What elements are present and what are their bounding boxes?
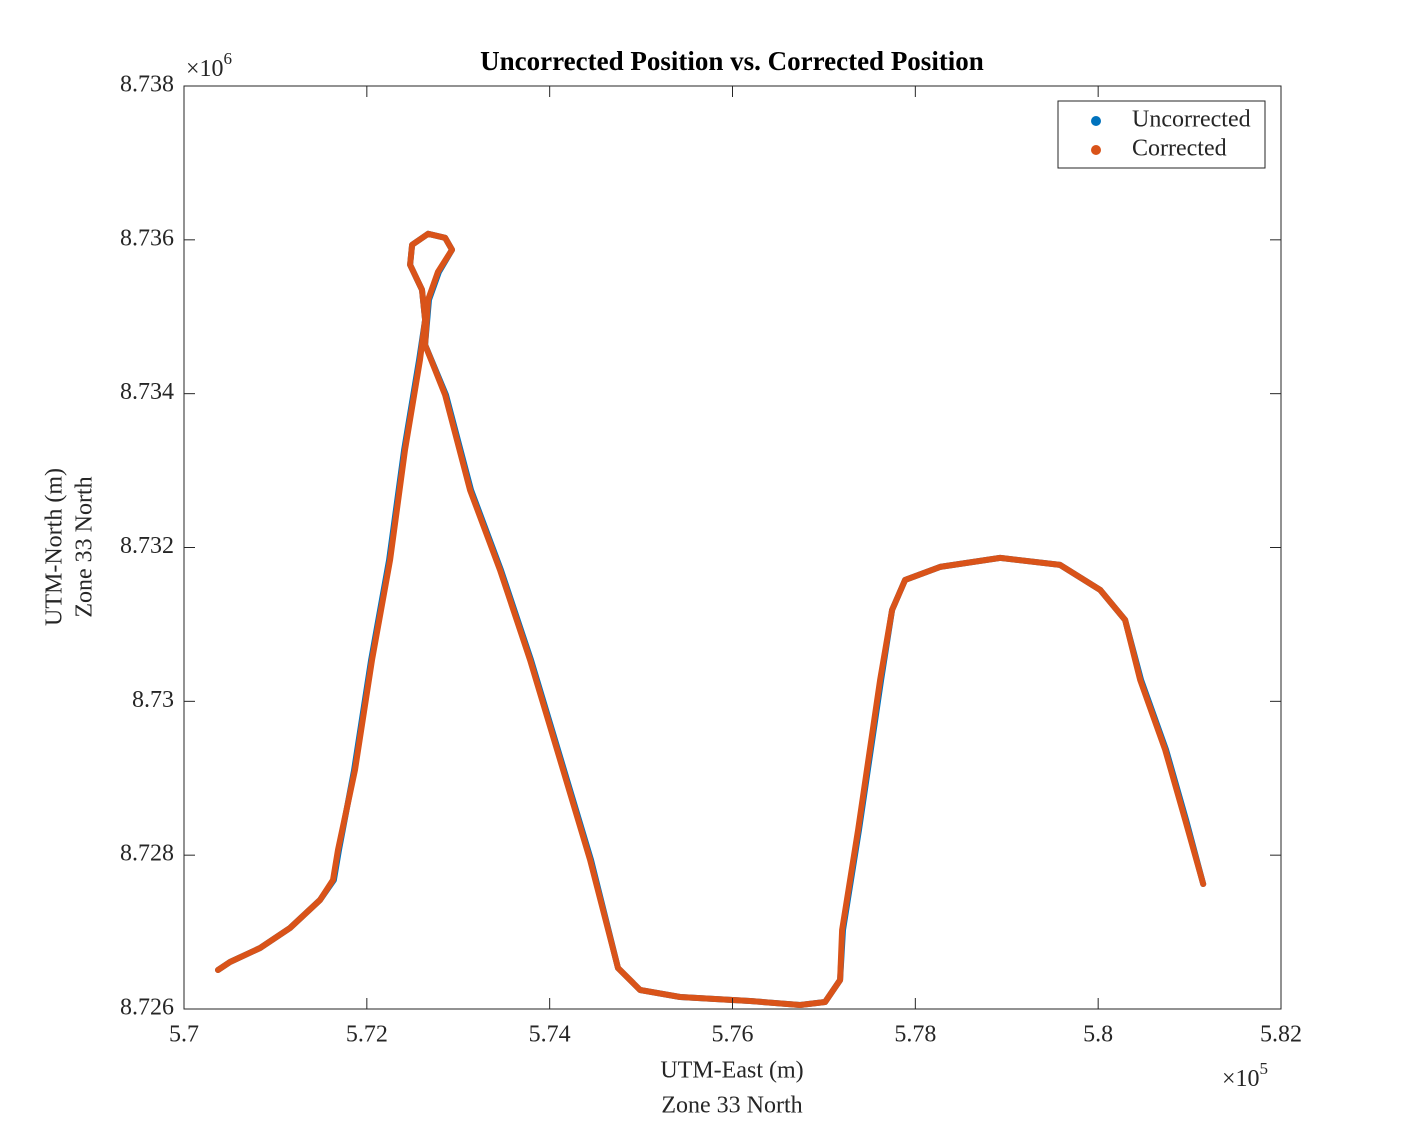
x-axis-label: UTM-East (m) — [660, 1058, 803, 1084]
x-tick-label: 5.8 — [1083, 1022, 1113, 1048]
x-multiplier: ×105 — [1222, 1059, 1268, 1092]
y-axis-label: Zone 33 North — [72, 476, 98, 617]
plot-box — [183, 85, 1282, 1010]
y-tick-label: 8.728 — [120, 841, 174, 867]
x-tick-label: 5.78 — [894, 1022, 936, 1048]
series-line — [215, 230, 1207, 1008]
x-tick-label: 5.76 — [712, 1022, 754, 1048]
legend: Uncorrected Corrected — [1057, 100, 1266, 169]
y-axis-label-group: UTM-North (m) Zone 33 North — [42, 468, 98, 626]
x-tick-label: 5.74 — [529, 1022, 571, 1048]
y-tick-label: 8.738 — [120, 72, 174, 98]
x-tick-label: 5.82 — [1260, 1022, 1302, 1048]
legend-marker — [1091, 145, 1101, 155]
y-tick-label: 8.726 — [120, 995, 174, 1021]
plot-area — [215, 230, 1207, 1008]
y-tick-label: 8.736 — [120, 225, 174, 251]
legend-label: Uncorrected — [1132, 107, 1251, 133]
legend-label: Corrected — [1132, 136, 1227, 162]
x-multiplier-base: ×10 — [1222, 1066, 1260, 1092]
y-tick-label: 8.734 — [120, 379, 174, 405]
chart-title: Uncorrected Position vs. Corrected Posit… — [480, 46, 984, 76]
series-line — [215, 230, 1207, 1008]
x-axis-label: Zone 33 North — [661, 1093, 802, 1119]
y-tick-label: 8.732 — [120, 533, 174, 559]
legend-box — [1057, 100, 1266, 169]
y-axis-label: UTM-North (m) — [42, 468, 68, 626]
y-multiplier-power: 6 — [224, 49, 233, 68]
y-multiplier: ×106 — [186, 49, 232, 82]
y-tick-label: 8.73 — [132, 687, 174, 713]
x-tick-label: 5.72 — [346, 1022, 388, 1048]
legend-marker — [1091, 116, 1101, 126]
x-tick-label: 5.7 — [169, 1022, 199, 1048]
y-multiplier-base: ×10 — [186, 56, 224, 82]
x-multiplier-power: 5 — [1260, 1059, 1269, 1078]
